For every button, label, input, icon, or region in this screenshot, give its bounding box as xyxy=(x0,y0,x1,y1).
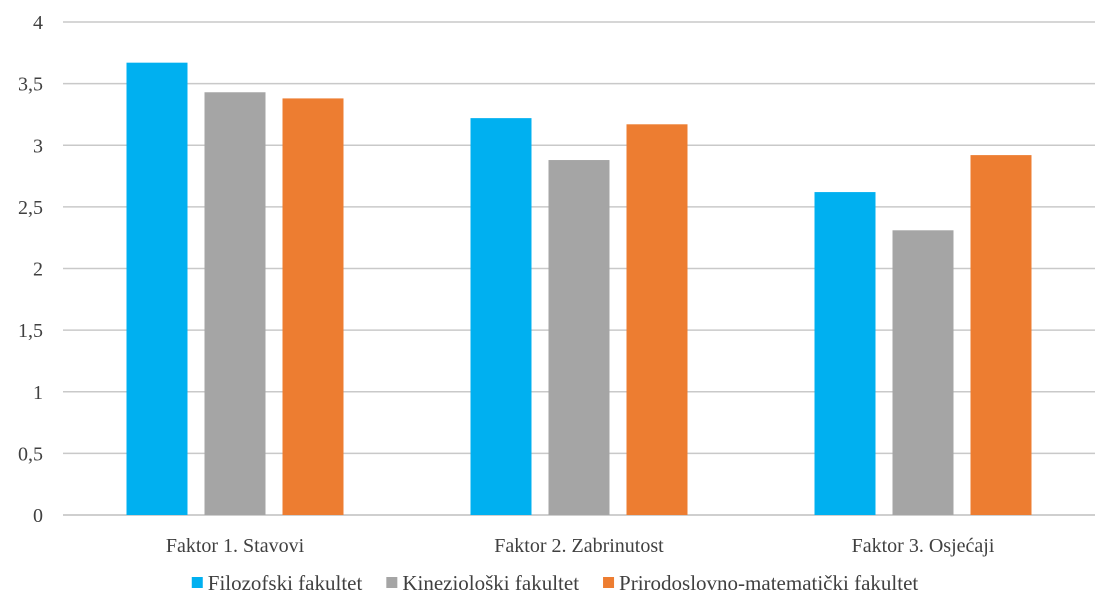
bar-3-1 xyxy=(282,98,344,515)
legend-swatch xyxy=(191,577,203,588)
bar-2-1 xyxy=(204,92,266,515)
y-tick-label: 2,5 xyxy=(18,197,43,219)
x-category-label: Faktor 2. Zabrinutost xyxy=(494,535,664,557)
legend-label: Filozofski fakultet xyxy=(208,571,363,595)
y-axis-ticks: 0 0,5 1 1,5 2 2,5 3 3,5 4 xyxy=(18,12,43,527)
legend-label: Kineziološki fakultet xyxy=(402,571,579,595)
x-axis-categories: Faktor 1. Stavovi Faktor 2. Zabrinutost Fa… xyxy=(166,535,995,557)
bar-1-1 xyxy=(126,62,188,516)
y-tick-label: 3,5 xyxy=(18,74,43,96)
y-tick-label: 3 xyxy=(33,135,43,157)
y-tick-label: 1 xyxy=(33,382,43,404)
legend-swatch xyxy=(386,577,398,588)
bar-1-3 xyxy=(814,192,876,515)
y-tick-label: 2 xyxy=(33,259,43,281)
legend-item: Prirodoslovno-matematički fakultet xyxy=(603,571,918,595)
x-category-label: Faktor 3. Osjećaji xyxy=(852,535,995,557)
x-category-label: Faktor 1. Stavovi xyxy=(166,535,305,557)
bar-3-2 xyxy=(626,124,688,516)
bars xyxy=(126,62,1032,516)
bar-2-2 xyxy=(548,160,610,516)
legend: Filozofski fakultet Kineziološki fakultet… xyxy=(191,571,918,595)
legend-swatch xyxy=(603,577,615,588)
legend-item: Filozofski fakultet xyxy=(191,571,363,595)
y-tick-label: 0 xyxy=(33,505,43,527)
y-tick-label: 0,5 xyxy=(18,443,43,465)
legend-item: Kineziološki fakultet xyxy=(386,571,579,595)
y-tick-label: 1,5 xyxy=(18,320,43,342)
y-tick-label: 4 xyxy=(33,12,43,34)
legend-label: Prirodoslovno-matematički fakultet xyxy=(619,571,918,595)
bar-1-2 xyxy=(470,118,532,515)
bar-3-3 xyxy=(970,155,1032,516)
bar-2-3 xyxy=(892,230,954,516)
